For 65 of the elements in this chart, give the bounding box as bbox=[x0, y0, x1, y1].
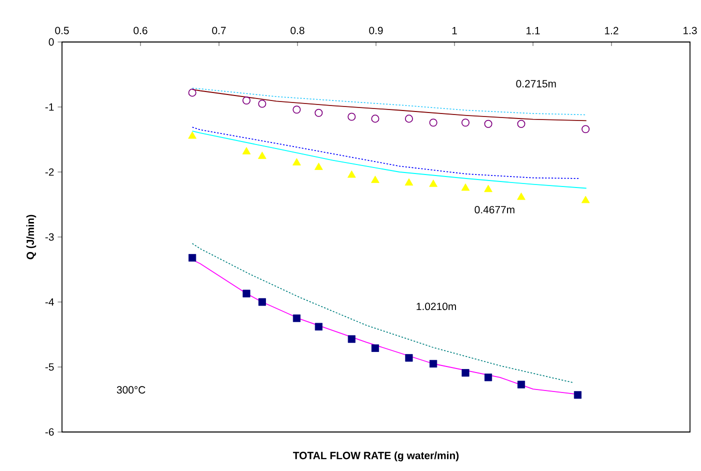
point bbox=[371, 176, 380, 183]
x-tick-label: 1.2 bbox=[605, 26, 618, 34]
y-tick-label: -5 bbox=[45, 363, 54, 371]
x-tick-label: 0.9 bbox=[369, 26, 383, 34]
point bbox=[258, 298, 266, 306]
point bbox=[574, 391, 582, 399]
x-tick-label: 0.6 bbox=[134, 26, 148, 34]
y-tick-label: -6 bbox=[45, 428, 54, 436]
point bbox=[517, 380, 526, 388]
point bbox=[292, 314, 300, 322]
point bbox=[242, 96, 251, 105]
point bbox=[405, 354, 413, 362]
point bbox=[582, 125, 590, 134]
point bbox=[461, 183, 470, 191]
line-series bbox=[192, 88, 587, 116]
point bbox=[429, 118, 438, 127]
point bbox=[404, 178, 414, 186]
annotation: 1.0210m bbox=[416, 302, 456, 310]
x-tick-label: 1.1 bbox=[526, 27, 540, 34]
x-tick-label: 0.5 bbox=[55, 26, 69, 34]
point bbox=[314, 108, 323, 117]
point bbox=[314, 322, 322, 330]
point bbox=[404, 114, 414, 123]
line-series bbox=[192, 88, 587, 122]
annotation: 300°C bbox=[116, 386, 146, 394]
annotation: 0.4677m bbox=[474, 206, 514, 214]
point bbox=[292, 158, 301, 166]
point bbox=[429, 180, 438, 187]
point bbox=[484, 374, 492, 382]
point bbox=[258, 100, 266, 108]
point bbox=[314, 162, 323, 170]
point bbox=[348, 112, 356, 121]
point bbox=[371, 114, 380, 123]
x-tick-label: 0.7 bbox=[212, 26, 226, 34]
point bbox=[292, 106, 301, 114]
y-tick-label: -3 bbox=[45, 233, 54, 241]
point bbox=[348, 335, 356, 343]
line-series bbox=[192, 243, 574, 384]
x-tick-label: 0.8 bbox=[290, 26, 304, 34]
point bbox=[242, 147, 251, 154]
point bbox=[517, 192, 526, 200]
point bbox=[188, 88, 196, 97]
point bbox=[581, 196, 590, 204]
point bbox=[517, 120, 526, 128]
y-tick-label: -1 bbox=[45, 103, 54, 111]
y-tick-label: 0 bbox=[48, 38, 54, 46]
annotation: 0.2715m bbox=[516, 80, 556, 88]
point bbox=[188, 254, 196, 262]
point bbox=[484, 120, 492, 128]
point bbox=[347, 170, 356, 178]
y-tick-label: -4 bbox=[45, 298, 54, 306]
y-tick-label: -2 bbox=[45, 168, 54, 176]
point bbox=[430, 360, 438, 368]
y-axis-title: Q (J/min) bbox=[26, 214, 36, 260]
point bbox=[242, 290, 250, 298]
x-axis-title: TOTAL FLOW RATE (g water/min) bbox=[293, 452, 459, 462]
x-tick-label: 1.3 bbox=[684, 26, 697, 34]
point bbox=[461, 118, 470, 127]
line-series bbox=[192, 126, 580, 179]
point bbox=[188, 131, 196, 139]
point bbox=[484, 184, 492, 192]
x-tick-label: 1 bbox=[452, 27, 457, 34]
point bbox=[371, 344, 379, 352]
point bbox=[462, 369, 470, 377]
point bbox=[258, 152, 266, 159]
